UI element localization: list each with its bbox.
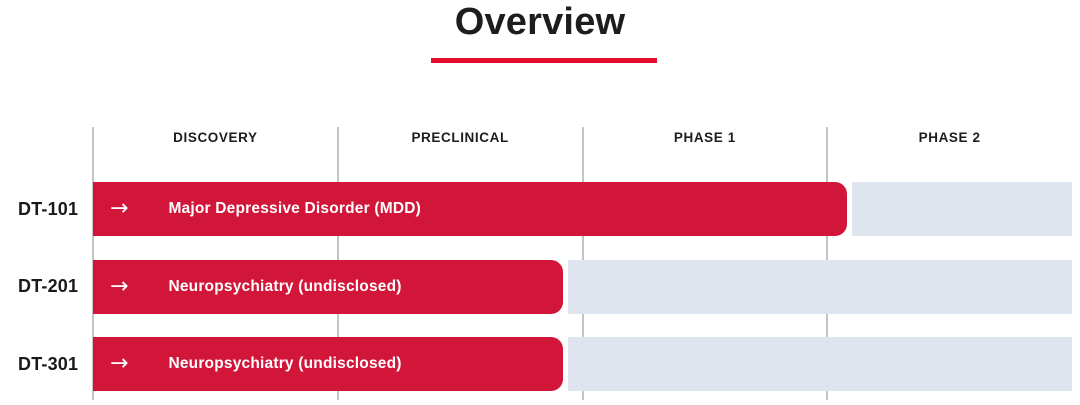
indication-label: Neuropsychiatry (undisclosed)	[168, 277, 402, 295]
program-id-label: DT-101	[18, 198, 79, 219]
progress-bar: → Neuropsychiatry (undisclosed)	[93, 337, 563, 391]
remaining-phase-track	[568, 259, 1072, 314]
row-bars: → Major Depressive Disorder (MDD)	[93, 182, 1072, 236]
program-id-label: DT-301	[18, 353, 79, 374]
remaining-phase-track	[568, 337, 1072, 391]
pipeline-row: DT-301 → Neuropsychiatry (undisclosed)	[0, 337, 1072, 391]
pipeline-row: DT-201 → Neuropsychiatry (undisclosed)	[0, 259, 1072, 314]
arrow-right-icon: →	[110, 273, 129, 299]
progress-bar: → Neuropsychiatry (undisclosed)	[93, 259, 563, 314]
program-id-label: DT-201	[18, 276, 79, 296]
indication-label: Neuropsychiatry (undisclosed)	[168, 355, 402, 372]
progress-bar: → Major Depressive Disorder (MDD)	[93, 182, 847, 236]
indication-label: Major Depressive Disorder (MDD)	[168, 200, 421, 217]
phase-header-discovery: DISCOVERY	[173, 130, 258, 145]
row-bars: → Neuropsychiatry (undisclosed)	[93, 259, 1072, 314]
phase-header-phase-2: PHASE 2	[918, 130, 981, 145]
pipeline-row: DT-101 → Major Depressive Disorder (MDD)	[0, 182, 1072, 236]
arrow-right-icon: →	[110, 351, 129, 376]
remaining-phase-track	[852, 182, 1072, 236]
title-underline-rule	[431, 58, 657, 63]
phase-header-phase-1: PHASE 1	[673, 130, 736, 145]
arrow-right-icon: →	[110, 196, 129, 221]
page-title: Overview	[454, 1, 626, 43]
phase-header-preclinical: PRECLINICAL	[411, 130, 509, 145]
row-bars: → Neuropsychiatry (undisclosed)	[93, 337, 1072, 391]
